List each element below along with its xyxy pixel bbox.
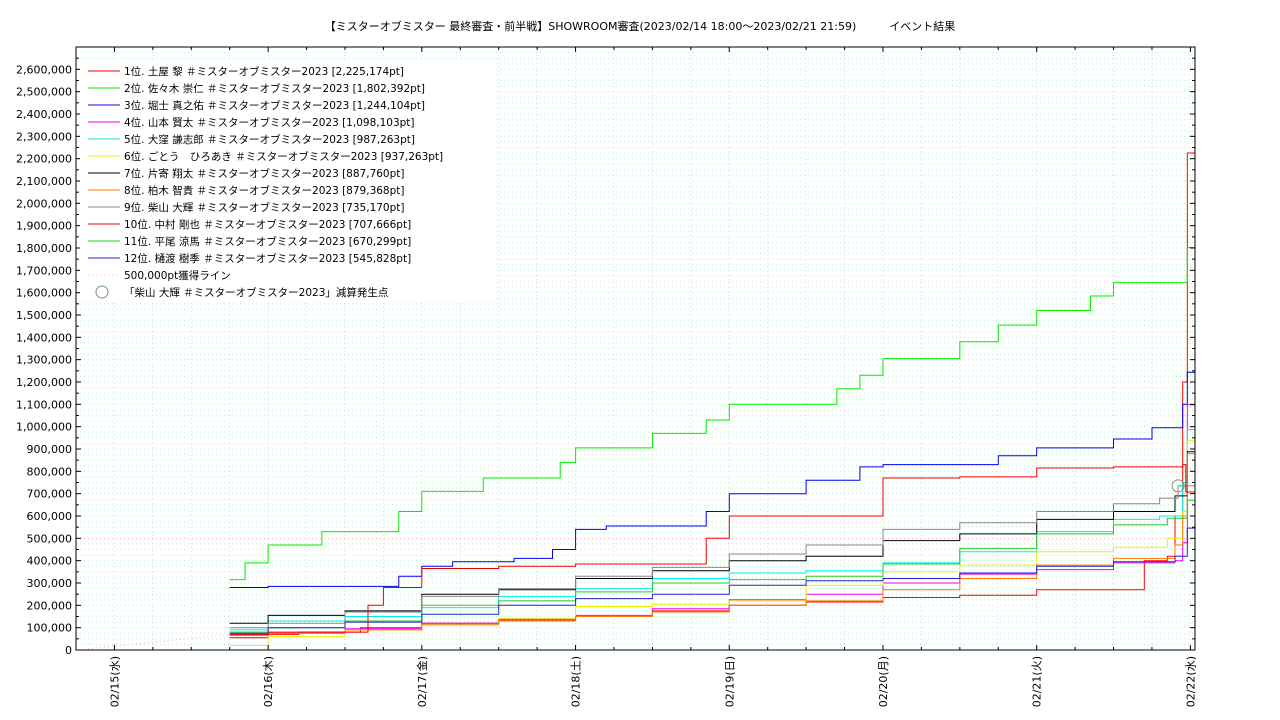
legend-entry-12: 12位. 樋渡 樹季 ＃ミスターオブミスター2023 [545,828pt] bbox=[124, 252, 411, 265]
grid-layer bbox=[76, 46, 1195, 650]
ytick-label: 2,200,000 bbox=[16, 153, 72, 166]
ytick-label: 2,400,000 bbox=[16, 108, 72, 121]
series-line-8 bbox=[229, 453, 1195, 636]
legend-entry-threshold: 500,000pt獲得ライン bbox=[124, 269, 231, 282]
legend-entry-2: 2位. 佐々木 崇仁 ＃ミスターオブミスター2023 [1,802,392pt] bbox=[124, 82, 425, 95]
ytick-label: 600,000 bbox=[27, 510, 73, 523]
xtick-label: 02/19(日) bbox=[723, 656, 736, 707]
ytick-label: 1,200,000 bbox=[16, 376, 72, 389]
legend-entry-10: 10位. 中村 剛也 ＃ミスターオブミスター2023 [707,666pt] bbox=[124, 218, 411, 231]
legend-box bbox=[80, 60, 495, 302]
legend-entry-7: 7位. 片寄 翔太 ＃ミスターオブミスター2023 [887,760pt] bbox=[124, 167, 405, 180]
series-line-9 bbox=[229, 485, 1195, 629]
chart-title: 【ミスターオブミスター 最終審査・前半戦】SHOWROOM審査(2023/02/… bbox=[324, 20, 956, 33]
legend-entry-9: 9位. 柴山 大輝 ＃ミスターオブミスター2023 [735,170pt] bbox=[124, 201, 405, 214]
legend-entry-5: 5位. 大窪 謙志郎 ＃ミスターオブミスター2023 [987,263pt] bbox=[124, 133, 415, 146]
series-line-2 bbox=[229, 247, 1195, 581]
legend-entry-1: 1位. 土屋 黎 ＃ミスターオブミスター2023 [2,225,174pt] bbox=[124, 65, 404, 78]
ytick-label: 2,500,000 bbox=[16, 86, 72, 99]
ytick-label: 1,800,000 bbox=[16, 242, 72, 255]
ytick-label: 500,000 bbox=[27, 532, 73, 545]
series-line-12 bbox=[229, 527, 1195, 634]
ytick-label: 100,000 bbox=[27, 622, 73, 635]
ytick-label: 700,000 bbox=[27, 488, 73, 501]
ytick-label: 0 bbox=[65, 644, 72, 657]
series-line-11 bbox=[229, 499, 1195, 633]
threshold-layer bbox=[75, 537, 1195, 651]
ytick-label: 2,100,000 bbox=[16, 175, 72, 188]
series-line-10 bbox=[229, 464, 1195, 635]
ytick-label: 300,000 bbox=[27, 577, 73, 590]
legend-swatch-marker bbox=[95, 285, 109, 299]
ytick-label: 1,300,000 bbox=[16, 354, 72, 367]
marker-layer bbox=[1171, 479, 1185, 493]
deduction-marker bbox=[1171, 479, 1185, 493]
legend-entry-3: 3位. 堀士 真之佑 ＃ミスターオブミスター2023 [1,244,104pt] bbox=[124, 99, 425, 112]
xtick-label: 02/16(木) bbox=[262, 656, 275, 707]
legend-entry-8: 8位. 柏木 智貴 ＃ミスターオブミスター2023 [879,368pt] bbox=[124, 184, 405, 197]
ytick-label: 900,000 bbox=[27, 443, 73, 456]
series-layer bbox=[229, 152, 1195, 646]
ytick-label: 1,000,000 bbox=[16, 421, 72, 434]
legend-layer: 1位. 土屋 黎 ＃ミスターオブミスター2023 [2,225,174pt] 2… bbox=[80, 60, 495, 302]
ytick-label: 2,600,000 bbox=[16, 63, 72, 76]
ytick-label: 400,000 bbox=[27, 555, 73, 568]
series-line-3 bbox=[229, 371, 1195, 588]
ytick-label: 800,000 bbox=[27, 465, 73, 478]
ytick-label: 1,700,000 bbox=[16, 264, 72, 277]
xtick-label: 02/17(金) bbox=[415, 656, 429, 707]
legend-entry-marker: 「柴山 大輝 ＃ミスターオブミスター2023」減算発生点 bbox=[124, 286, 388, 299]
ytick-label: 1,500,000 bbox=[16, 309, 72, 322]
xtick-label: 02/15(水) bbox=[108, 656, 121, 707]
ytick-label: 1,900,000 bbox=[16, 220, 72, 233]
ytick-label: 2,000,000 bbox=[16, 197, 72, 210]
legend-entry-6: 6位. ごとう ひろあき ＃ミスターオブミスター2023 [937,263pt] bbox=[124, 150, 443, 163]
xtick-label: 02/20(月) bbox=[877, 656, 890, 707]
ytick-label: 1,400,000 bbox=[16, 331, 72, 344]
xtick-label: 02/18(土) bbox=[570, 656, 583, 707]
legend-entry-11: 11位. 平尾 涼馬 ＃ミスターオブミスター2023 [670,299pt] bbox=[124, 235, 411, 248]
series-line-7 bbox=[229, 451, 1195, 624]
ytick-label: 200,000 bbox=[27, 599, 73, 612]
ytick-label: 1,600,000 bbox=[16, 287, 72, 300]
axis-layer: 0 100,000 200,000 300,000 400,000 500,000 600,… bbox=[16, 46, 1197, 707]
ytick-label: 1,100,000 bbox=[16, 398, 72, 411]
ytick-label: 2,300,000 bbox=[16, 130, 72, 143]
threshold-ramp bbox=[75, 633, 230, 651]
xtick-label: 02/22(水) bbox=[1184, 656, 1197, 707]
xtick-label: 02/21(火) bbox=[1031, 656, 1044, 707]
legend-entry-4: 4位. 山本 賢太 ＃ミスターオブミスター2023 [1,098,103pt] bbox=[124, 116, 415, 129]
